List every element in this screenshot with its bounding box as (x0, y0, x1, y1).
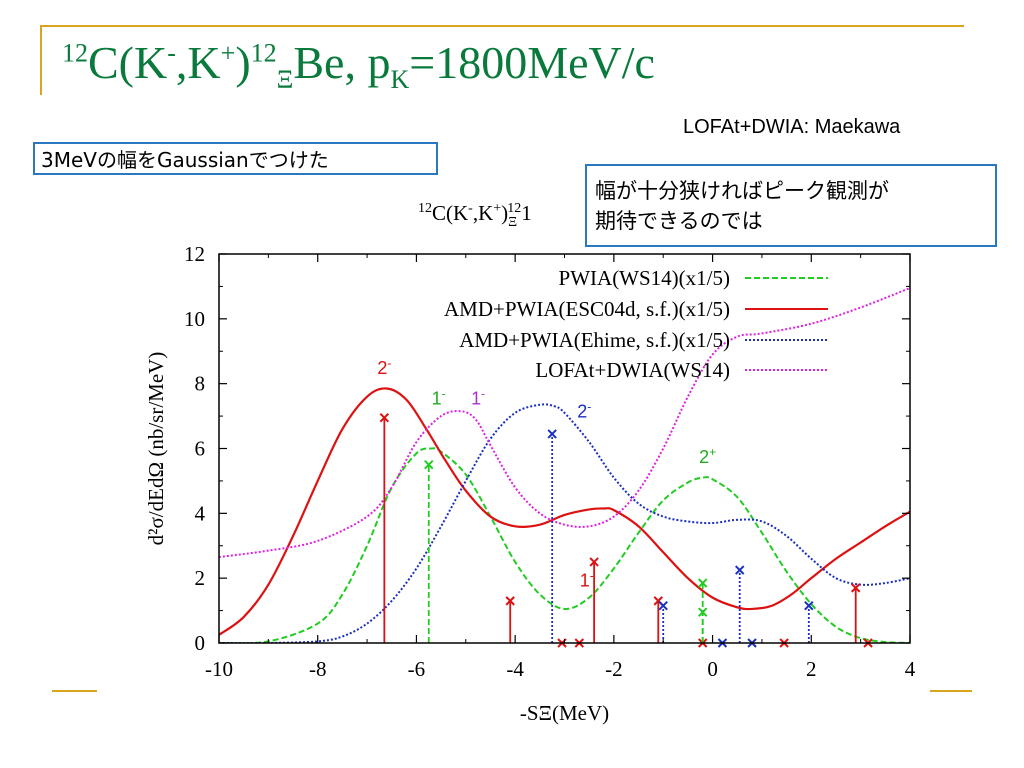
x-tick-label: -8 (309, 657, 327, 681)
peak-label-0: 2- (377, 356, 391, 378)
peak-label-3: 2- (577, 400, 591, 422)
x-tick-label: 2 (806, 657, 817, 681)
bottom-left-accent-line (52, 690, 97, 692)
stem-marker-2-0 (547, 429, 557, 439)
stem-marker-0-1 (505, 596, 515, 606)
stem-marker-1-2 (697, 607, 708, 617)
peak-label-4: 2+ (699, 445, 716, 467)
y-tick-label: 8 (195, 372, 206, 396)
x-tick-label: -6 (408, 657, 426, 681)
x-tick-label: -2 (605, 657, 623, 681)
peak-label-1: 1- (432, 387, 446, 409)
x-tick-label: -4 (506, 657, 524, 681)
x-tick-label: 0 (707, 657, 718, 681)
gaussian-width-note: 3MeVの幅をGaussianでつけた (33, 142, 438, 175)
peak-label-2: 1- (471, 387, 485, 409)
credit-text: LOFAt+DWIA: Maekawa (683, 116, 901, 138)
legend-label-1: AMD+PWIA(ESC04d, s.f.)(x1/5) (444, 297, 730, 321)
bottom-right-accent-line (930, 690, 972, 692)
series-line-0 (219, 447, 910, 643)
legend-label-3: LOFAt+DWIA(WS14) (535, 358, 730, 382)
y-tick-label: 4 (195, 501, 206, 525)
x-tick-label: -10 (205, 657, 233, 681)
series-line-3 (219, 287, 910, 559)
peak-label-5: 1- (580, 568, 594, 590)
stem-marker-2-5 (804, 601, 814, 611)
series-line-1 (219, 387, 910, 636)
peak-observation-note: 幅が十分狭ければピーク観測が 期待できるのでは (585, 164, 997, 247)
stem-marker-0-0 (379, 412, 390, 423)
legend-label-2: AMD+PWIA(Ehime, s.f.)(x1/5) (459, 328, 730, 352)
stem-marker-2-3 (735, 565, 745, 575)
x-axis-title: -SΞ(MeV) (520, 701, 609, 725)
y-tick-label: 6 (195, 437, 206, 461)
note2-line2: 期待できるのでは (595, 209, 763, 233)
stem-marker-1-0 (424, 460, 434, 470)
y-axis-title: d²σ/dEdΩ (nb/sr/MeV) (144, 352, 168, 546)
y-tick-label: 2 (195, 566, 206, 590)
stem-marker-0-4 (589, 557, 599, 567)
y-tick-label: 10 (184, 307, 205, 331)
title-accent-left-line (40, 25, 42, 95)
stem-marker-0-8 (850, 583, 861, 593)
note2-line1: 幅が十分狭ければピーク観測が (595, 179, 889, 203)
stem-marker-2-1 (658, 601, 668, 611)
legend-label-0: PWIA(WS14)(x1/5) (559, 266, 730, 290)
y-tick-label: 0 (195, 631, 206, 655)
slide-title: 12C(K-,K+)12ΞBe, pK=1800MeV/c (62, 37, 655, 95)
title-accent-top-line (40, 25, 964, 27)
stem-marker-1-1 (697, 578, 708, 588)
y-tick-label: 12 (184, 242, 205, 266)
x-tick-label: 4 (905, 657, 916, 681)
chart-subtitle: 12C(K-,K+)Ξ121 (418, 201, 532, 230)
